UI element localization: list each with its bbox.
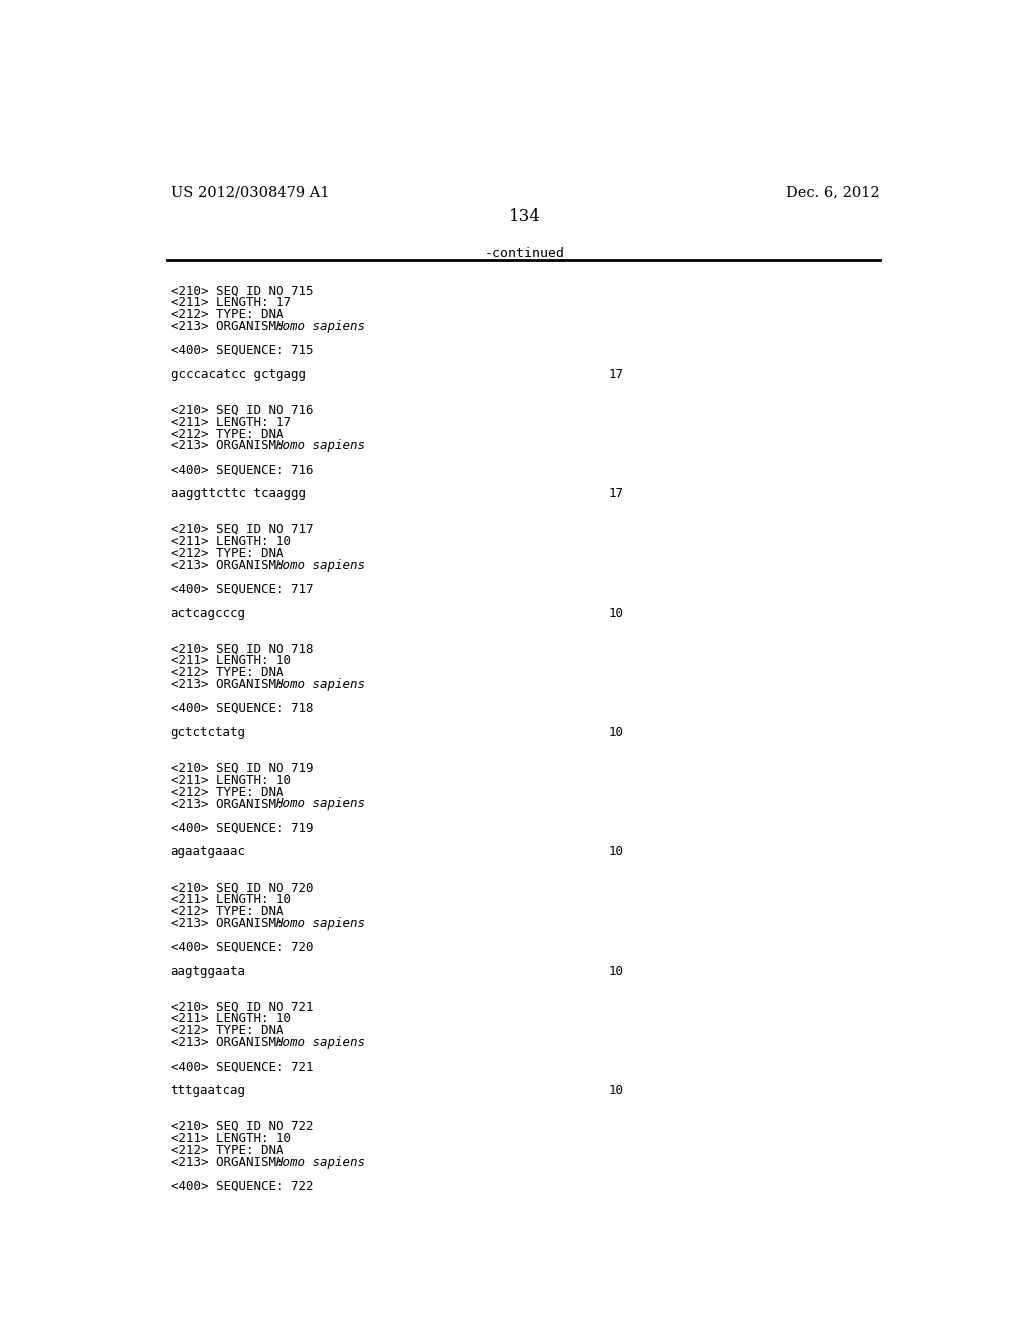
Text: <212> TYPE: DNA: <212> TYPE: DNA	[171, 667, 283, 680]
Text: <400> SEQUENCE: 719: <400> SEQUENCE: 719	[171, 821, 313, 834]
Text: <213> ORGANISM:: <213> ORGANISM:	[171, 1036, 291, 1049]
Text: 134: 134	[509, 209, 541, 226]
Text: 17: 17	[608, 368, 624, 381]
Text: tttgaatcag: tttgaatcag	[171, 1084, 246, 1097]
Text: aaggttcttc tcaaggg: aaggttcttc tcaaggg	[171, 487, 305, 500]
Text: <211> LENGTH: 10: <211> LENGTH: 10	[171, 655, 291, 668]
Text: <211> LENGTH: 17: <211> LENGTH: 17	[171, 416, 291, 429]
Text: <210> SEQ ID NO 721: <210> SEQ ID NO 721	[171, 1001, 313, 1014]
Text: 10: 10	[608, 845, 624, 858]
Text: <210> SEQ ID NO 715: <210> SEQ ID NO 715	[171, 284, 313, 297]
Text: <212> TYPE: DNA: <212> TYPE: DNA	[171, 546, 283, 560]
Text: gctctctatg: gctctctatg	[171, 726, 246, 739]
Text: 10: 10	[608, 1084, 624, 1097]
Text: <213> ORGANISM:: <213> ORGANISM:	[171, 558, 291, 572]
Text: <213> ORGANISM:: <213> ORGANISM:	[171, 678, 291, 692]
Text: <210> SEQ ID NO 716: <210> SEQ ID NO 716	[171, 404, 313, 417]
Text: gcccacatcc gctgagg: gcccacatcc gctgagg	[171, 368, 305, 381]
Text: <210> SEQ ID NO 720: <210> SEQ ID NO 720	[171, 880, 313, 894]
Text: <400> SEQUENCE: 721: <400> SEQUENCE: 721	[171, 1060, 313, 1073]
Text: US 2012/0308479 A1: US 2012/0308479 A1	[171, 185, 329, 199]
Text: aagtggaata: aagtggaata	[171, 965, 246, 978]
Text: 10: 10	[608, 726, 624, 739]
Text: <400> SEQUENCE: 716: <400> SEQUENCE: 716	[171, 463, 313, 477]
Text: actcagcccg: actcagcccg	[171, 607, 246, 619]
Text: <213> ORGANISM:: <213> ORGANISM:	[171, 797, 291, 810]
Text: Homo sapiens: Homo sapiens	[275, 321, 366, 333]
Text: <210> SEQ ID NO 718: <210> SEQ ID NO 718	[171, 643, 313, 655]
Text: <400> SEQUENCE: 715: <400> SEQUENCE: 715	[171, 345, 313, 356]
Text: Homo sapiens: Homo sapiens	[275, 678, 366, 692]
Text: <210> SEQ ID NO 717: <210> SEQ ID NO 717	[171, 523, 313, 536]
Text: <211> LENGTH: 10: <211> LENGTH: 10	[171, 535, 291, 548]
Text: <213> ORGANISM:: <213> ORGANISM:	[171, 1155, 291, 1168]
Text: Homo sapiens: Homo sapiens	[275, 797, 366, 810]
Text: <400> SEQUENCE: 722: <400> SEQUENCE: 722	[171, 1180, 313, 1192]
Text: <211> LENGTH: 10: <211> LENGTH: 10	[171, 1131, 291, 1144]
Text: <212> TYPE: DNA: <212> TYPE: DNA	[171, 1143, 283, 1156]
Text: <210> SEQ ID NO 719: <210> SEQ ID NO 719	[171, 762, 313, 775]
Text: <212> TYPE: DNA: <212> TYPE: DNA	[171, 785, 283, 799]
Text: <213> ORGANISM:: <213> ORGANISM:	[171, 917, 291, 929]
Text: <212> TYPE: DNA: <212> TYPE: DNA	[171, 428, 283, 441]
Text: <212> TYPE: DNA: <212> TYPE: DNA	[171, 308, 283, 321]
Text: <400> SEQUENCE: 720: <400> SEQUENCE: 720	[171, 941, 313, 954]
Text: Homo sapiens: Homo sapiens	[275, 440, 366, 453]
Text: <212> TYPE: DNA: <212> TYPE: DNA	[171, 1024, 283, 1038]
Text: 10: 10	[608, 607, 624, 619]
Text: Homo sapiens: Homo sapiens	[275, 1155, 366, 1168]
Text: Homo sapiens: Homo sapiens	[275, 1036, 366, 1049]
Text: <211> LENGTH: 10: <211> LENGTH: 10	[171, 892, 291, 906]
Text: <211> LENGTH: 10: <211> LENGTH: 10	[171, 774, 291, 787]
Text: Homo sapiens: Homo sapiens	[275, 558, 366, 572]
Text: Dec. 6, 2012: Dec. 6, 2012	[786, 185, 880, 199]
Text: <211> LENGTH: 10: <211> LENGTH: 10	[171, 1012, 291, 1026]
Text: <400> SEQUENCE: 717: <400> SEQUENCE: 717	[171, 582, 313, 595]
Text: <211> LENGTH: 17: <211> LENGTH: 17	[171, 296, 291, 309]
Text: Homo sapiens: Homo sapiens	[275, 917, 366, 929]
Text: <212> TYPE: DNA: <212> TYPE: DNA	[171, 906, 283, 917]
Text: <400> SEQUENCE: 718: <400> SEQUENCE: 718	[171, 702, 313, 715]
Text: -continued: -continued	[484, 247, 565, 260]
Text: <210> SEQ ID NO 722: <210> SEQ ID NO 722	[171, 1119, 313, 1133]
Text: <213> ORGANISM:: <213> ORGANISM:	[171, 440, 291, 453]
Text: 10: 10	[608, 965, 624, 978]
Text: <213> ORGANISM:: <213> ORGANISM:	[171, 321, 291, 333]
Text: 17: 17	[608, 487, 624, 500]
Text: agaatgaaac: agaatgaaac	[171, 845, 246, 858]
